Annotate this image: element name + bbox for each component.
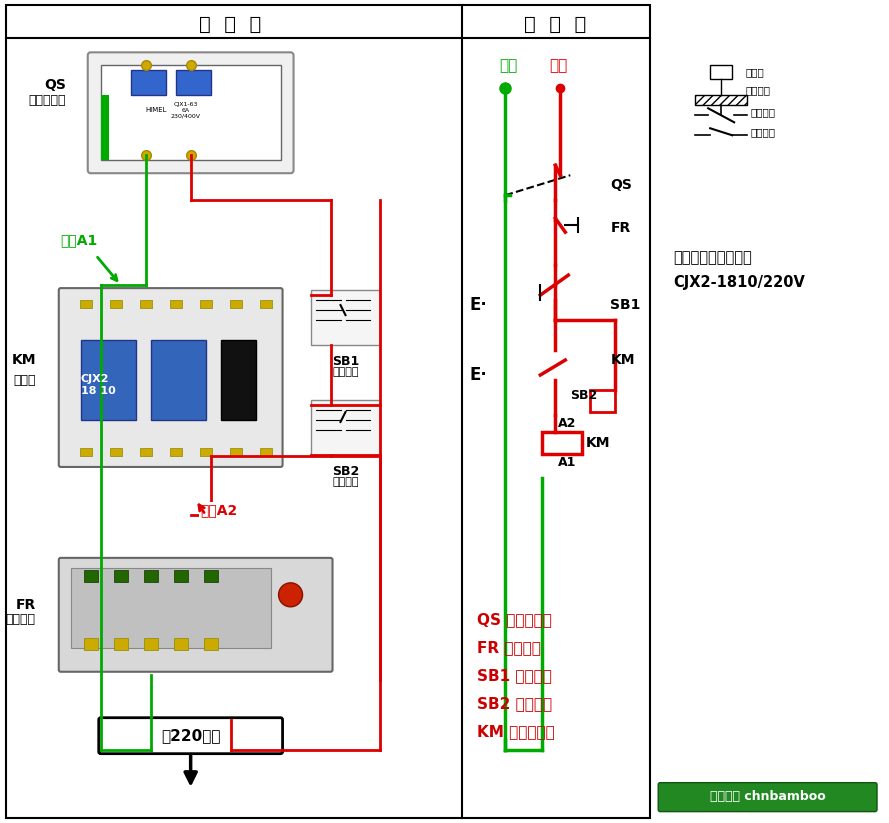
Bar xyxy=(71,568,270,648)
Text: 线圈A2: 线圈A2 xyxy=(201,503,238,517)
Bar xyxy=(84,638,98,650)
Text: KM: KM xyxy=(12,353,36,367)
Bar xyxy=(151,340,205,420)
Text: FR 热继电器: FR 热继电器 xyxy=(477,640,541,655)
Text: 接触器: 接触器 xyxy=(13,374,36,387)
Bar xyxy=(84,570,98,582)
Text: E·: E· xyxy=(469,296,487,314)
Circle shape xyxy=(278,583,302,607)
Text: SB2 启动按钮: SB2 启动按钮 xyxy=(477,696,552,711)
Text: HIMEL: HIMEL xyxy=(145,107,166,114)
Text: CJX2
18 10: CJX2 18 10 xyxy=(81,374,116,396)
FancyBboxPatch shape xyxy=(59,288,283,467)
Bar xyxy=(81,340,136,420)
Bar xyxy=(260,300,271,308)
Text: 注：交流接触器选用
CJX2-1810/220V: 注：交流接触器选用 CJX2-1810/220V xyxy=(673,250,805,290)
Bar xyxy=(100,65,281,160)
Bar xyxy=(114,638,128,650)
Bar xyxy=(200,448,212,456)
Text: SB1: SB1 xyxy=(610,298,641,312)
Text: KM: KM xyxy=(585,436,610,450)
Bar xyxy=(200,300,212,308)
Bar xyxy=(220,340,256,420)
Text: A2: A2 xyxy=(558,417,577,430)
Text: CJX1-63
6A
230/400V: CJX1-63 6A 230/400V xyxy=(171,102,201,119)
Bar xyxy=(140,448,152,456)
Text: 火线: 火线 xyxy=(549,58,567,72)
Bar xyxy=(131,70,165,95)
Bar xyxy=(114,570,128,582)
Text: 实  物  图: 实 物 图 xyxy=(199,15,261,34)
Text: 线圈A1: 线圈A1 xyxy=(60,233,98,247)
Bar xyxy=(229,448,242,456)
Text: FR: FR xyxy=(15,597,36,611)
FancyBboxPatch shape xyxy=(99,718,283,754)
Text: SB2: SB2 xyxy=(571,388,597,402)
Bar xyxy=(695,95,747,105)
Bar xyxy=(542,432,582,454)
Bar xyxy=(144,570,157,582)
Bar xyxy=(204,638,218,650)
Bar xyxy=(173,638,188,650)
Bar xyxy=(170,300,181,308)
Text: SB1 停止按钮: SB1 停止按钮 xyxy=(477,668,552,683)
Bar xyxy=(310,291,380,345)
Text: QS: QS xyxy=(610,179,632,193)
Text: 零线: 零线 xyxy=(500,58,517,72)
Bar xyxy=(204,570,218,582)
FancyBboxPatch shape xyxy=(658,783,877,811)
Bar xyxy=(170,448,181,456)
Text: A1: A1 xyxy=(558,456,577,469)
Bar xyxy=(173,570,188,582)
Text: QS 空气断路器: QS 空气断路器 xyxy=(477,612,552,627)
Bar xyxy=(80,300,92,308)
Bar xyxy=(229,300,242,308)
Bar xyxy=(109,448,122,456)
Bar xyxy=(109,300,122,308)
Text: FR: FR xyxy=(610,221,630,235)
Text: 空气断路器: 空气断路器 xyxy=(28,94,66,107)
Text: 热继电器: 热继电器 xyxy=(6,613,36,626)
Text: SB2: SB2 xyxy=(332,465,359,478)
Bar xyxy=(710,65,733,79)
Bar xyxy=(310,400,380,455)
Text: 启动按钮: 启动按钮 xyxy=(332,477,359,487)
Text: 常闭触头: 常闭触头 xyxy=(750,107,775,118)
Bar xyxy=(176,70,211,95)
Bar xyxy=(80,448,92,456)
Text: SB1: SB1 xyxy=(332,355,359,368)
Text: 停止按钮: 停止按钮 xyxy=(332,367,359,377)
Bar xyxy=(140,300,152,308)
Text: E·: E· xyxy=(469,366,487,384)
Text: QS: QS xyxy=(44,78,66,92)
Text: KM: KM xyxy=(610,353,635,367)
Bar xyxy=(590,390,615,412)
Text: 百度知道 chnbamboo: 百度知道 chnbamboo xyxy=(710,790,826,803)
Text: 常开触头: 常开触头 xyxy=(750,128,775,137)
Text: 按钮帽: 按钮帽 xyxy=(745,67,764,77)
Bar xyxy=(260,448,271,456)
Text: 原  理  图: 原 理 图 xyxy=(525,15,587,34)
Text: 接220电机: 接220电机 xyxy=(161,728,220,743)
Bar xyxy=(100,95,108,160)
Text: KM 交流接触器: KM 交流接触器 xyxy=(477,724,555,739)
FancyBboxPatch shape xyxy=(59,558,332,672)
Text: 复位弹簧: 复位弹簧 xyxy=(745,86,770,95)
Bar xyxy=(144,638,157,650)
FancyBboxPatch shape xyxy=(88,53,293,173)
